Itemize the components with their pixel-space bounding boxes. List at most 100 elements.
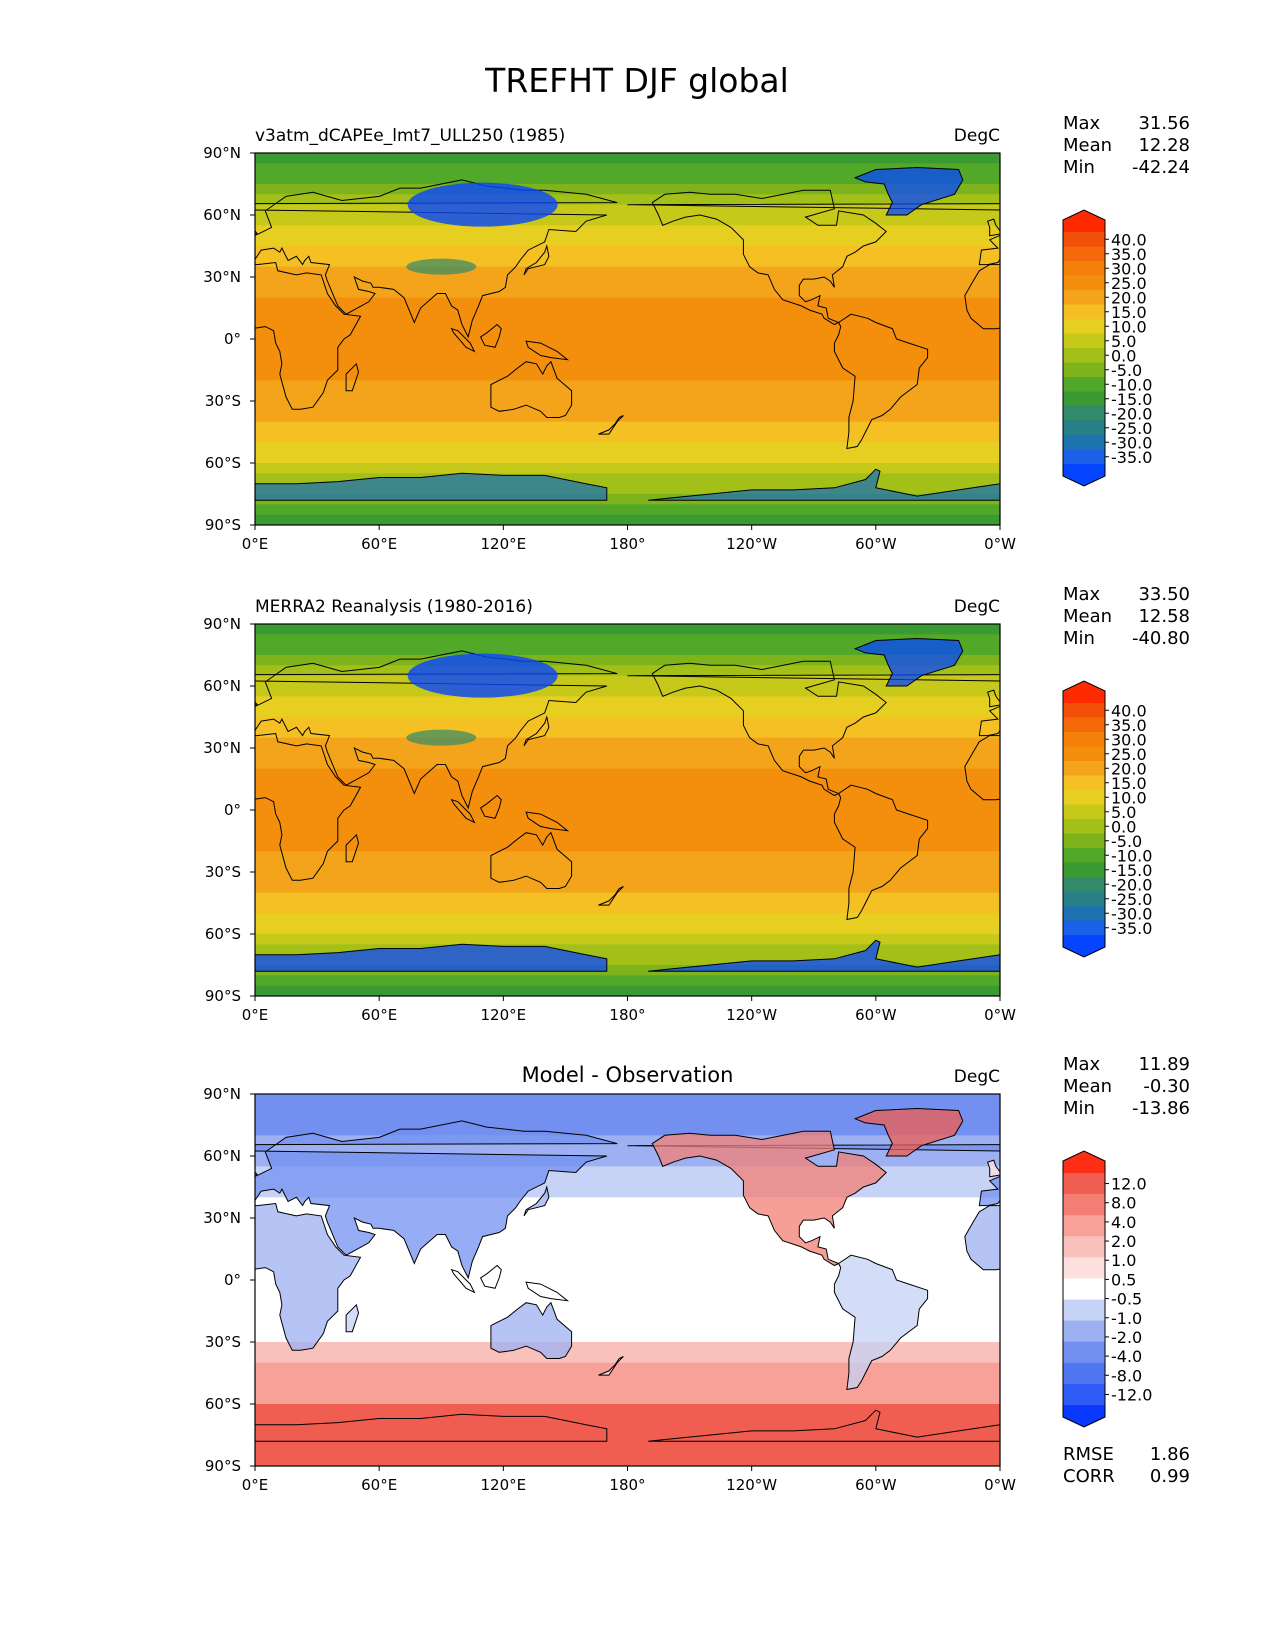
colorbar-extend-max: [1063, 1151, 1105, 1173]
lat-band: [255, 1300, 1000, 1312]
lon-tick-label: 60°E: [361, 535, 397, 553]
lon-tick-label: 60°W: [855, 1006, 897, 1024]
colorbar-extend-min: [1063, 464, 1105, 486]
colorbar-segment: [1063, 261, 1105, 276]
lat-band: [255, 235, 1000, 247]
extra-stat-value: 1.86: [1150, 1444, 1190, 1465]
colorbar-outline: [1062, 680, 1106, 958]
coastline-uk: [255, 229, 258, 235]
lon-tick-label: 120°E: [481, 1006, 527, 1024]
colorbar-tick-label: 5.0: [1111, 332, 1136, 351]
lat-band: [255, 1424, 1000, 1436]
lat-band: [255, 308, 1000, 319]
stat-value: -42.24: [1132, 157, 1190, 178]
lat-band: [255, 1362, 1000, 1374]
lat-band: [255, 1311, 1000, 1322]
coastline-africa: [255, 732, 362, 881]
lat-band: [255, 163, 1000, 175]
lat-tick-label: 90°N: [203, 615, 241, 633]
colorbar-tick-label: 30.0: [1111, 259, 1147, 278]
colorbar-tick-label: -10.0: [1111, 846, 1152, 865]
lon-tick-label: 120°W: [726, 1476, 777, 1494]
lat-band: [255, 717, 1000, 728]
lon-tick-label: 180°: [609, 535, 645, 553]
lon-tick-label: 0°W: [984, 1476, 1016, 1494]
lat-band: [255, 1269, 1000, 1281]
colorbar-segment: [1063, 790, 1105, 805]
coastline-namerica: [651, 189, 887, 326]
colorbar-segment: [1063, 717, 1105, 733]
figure-title: TREFHT DJF global: [484, 61, 789, 100]
colorbar-tick-label: 40.0: [1111, 230, 1147, 249]
colorbar-segment: [1063, 333, 1105, 349]
colorbar-tick-label: -5.0: [1111, 832, 1142, 851]
stat-value: -13.86: [1132, 1098, 1190, 1119]
stat-label: Mean: [1063, 135, 1112, 156]
lat-band: [255, 318, 1000, 330]
panels: v3atm_dCAPEe_lmt7_ULL250 (1985) DegC 90°N 6…: [203, 113, 1190, 1494]
lon-tick-label: 180°: [609, 1476, 645, 1494]
lat-tick-label: 0°: [224, 801, 241, 819]
colorbar-segment: [1063, 1173, 1105, 1195]
lat-band: [255, 820, 1000, 832]
lat-band: [255, 1393, 1000, 1405]
colorbar-segment: [1063, 862, 1105, 878]
lat-band: [255, 504, 1000, 516]
colorbar-tick-label: -1.0: [1111, 1309, 1142, 1328]
coastline-borneo: [479, 323, 502, 348]
colorbar-tick-label: -30.0: [1111, 904, 1152, 923]
lat-band: [255, 173, 1000, 185]
colorbar-segment: [1063, 761, 1105, 776]
colorbar-tick-label: 0.0: [1111, 346, 1136, 365]
colorbar-tick-label: -20.0: [1111, 404, 1152, 423]
lat-tick-label: 60°S: [205, 1395, 241, 1413]
coastline-uk: [255, 700, 258, 706]
coastline-greenland: [853, 1107, 964, 1157]
colorbar-tick-label: 4.0: [1111, 1213, 1136, 1232]
colorbar-tick-label: -25.0: [1111, 890, 1152, 909]
lat-band: [255, 1342, 1000, 1353]
colorbar-tick-label: 40.0: [1111, 701, 1147, 720]
lat-band: [255, 985, 1000, 996]
lat-band: [255, 1094, 1000, 1105]
coastline-antarctica: [648, 939, 1000, 996]
colorbar-tick-label: 5.0: [1111, 803, 1136, 822]
colorbar-segment: [1063, 1362, 1105, 1385]
coastline-uk: [986, 218, 1000, 237]
colorbar-extend-min: [1063, 1405, 1105, 1427]
colorbar-segment: [1063, 449, 1105, 465]
colorbar-segment: [1063, 406, 1105, 421]
colorbar-tick-label: 20.0: [1111, 288, 1147, 307]
colorbar-segment: [1063, 877, 1105, 892]
lat-band: [255, 184, 1000, 195]
lat-band: [255, 954, 1000, 966]
colorbar-outline: [1062, 209, 1106, 487]
lat-band: [255, 810, 1000, 821]
coastline-newzealand: [598, 1356, 624, 1376]
coastline-uk: [986, 1159, 1000, 1178]
colorbar-segment: [1063, 232, 1105, 247]
colorbar-segment: [1063, 1320, 1105, 1343]
lat-band: [255, 1207, 1000, 1219]
lat-band: [255, 851, 1000, 863]
lat-tick-label: 30°S: [205, 392, 241, 410]
lat-band: [255, 328, 1000, 340]
coastline-antarctica: [255, 472, 608, 525]
lat-tick-label: 0°: [224, 330, 241, 348]
colorbar: 40.035.030.025.020.015.010.05.00.0-5.0-1…: [1062, 680, 1152, 958]
lat-band: [255, 944, 1000, 956]
colorbar-tick-label: 0.0: [1111, 817, 1136, 836]
lon-tick-label: 0°W: [984, 535, 1016, 553]
stat-label: Max: [1063, 584, 1101, 605]
lat-tick-label: 60°S: [205, 454, 241, 472]
lon-tick-label: 120°W: [726, 535, 777, 553]
lat-band: [255, 923, 1000, 935]
colorbar-segment: [1063, 1236, 1105, 1258]
lat-band: [255, 748, 1000, 759]
colorbar-extend-max: [1063, 681, 1105, 703]
lat-band: [255, 256, 1000, 268]
lat-tick-label: 30°N: [203, 739, 241, 757]
lat-tick-label: 30°N: [203, 1209, 241, 1227]
coastline-eurasia: [255, 179, 618, 339]
lat-band: [255, 1383, 1000, 1395]
